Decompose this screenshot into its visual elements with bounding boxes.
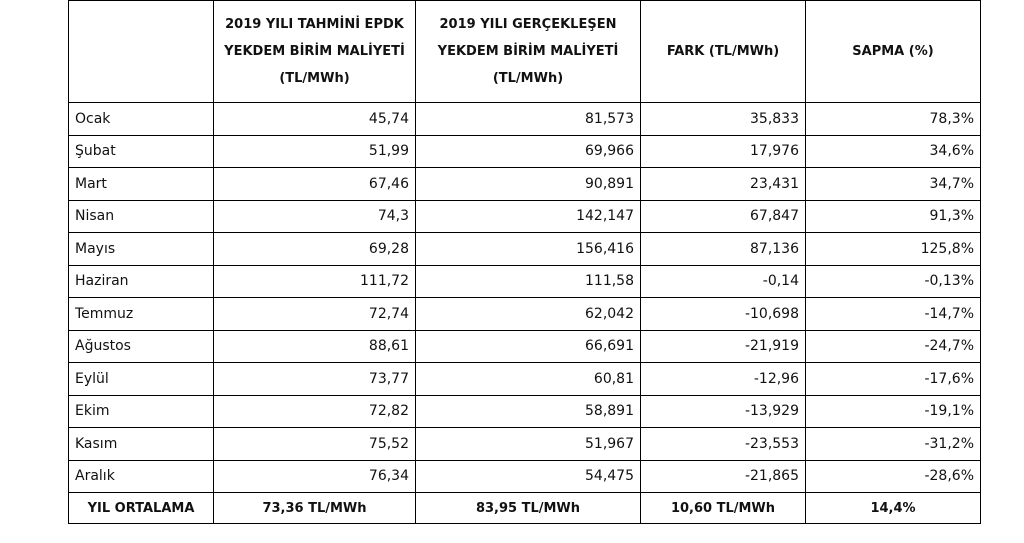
value-cell: 88,61 [213,329,416,363]
value-cell: 72,74 [213,297,416,331]
value-cell: 23,431 [640,167,806,201]
value-cell: 111,72 [213,264,416,298]
value-cell: -19,1% [805,394,981,428]
value-cell: 67,46 [213,167,416,201]
value-cell: 111,58 [415,264,641,298]
value-cell: 72,82 [213,394,416,428]
value-cell: 54,475 [415,459,641,493]
value-cell: 67,847 [640,199,806,233]
footer-cell: 10,60 TL/MWh [640,492,806,524]
value-cell: 69,966 [415,134,641,168]
header-line: YEKDEM BİRİM MALİYETİ [224,44,405,59]
data-row: Haziran 111,72 111,58 -0,14 -0,13% [68,264,981,298]
value-cell: 90,891 [415,167,641,201]
value-cell: -23,553 [640,427,806,461]
value-cell: 87,136 [640,232,806,266]
value-cell: -17,6% [805,362,981,396]
value-cell: 45,74 [213,102,416,136]
value-cell: 78,3% [805,102,981,136]
value-cell: 76,34 [213,459,416,493]
value-cell: -31,2% [805,427,981,461]
header-cell: 2019 YILI TAHMİNİ EPDK YEKDEM BİRİM MALİY… [213,0,416,103]
value-cell: 51,967 [415,427,641,461]
value-cell: 58,891 [415,394,641,428]
value-cell: -13,929 [640,394,806,428]
cost-table: 2019 YILI TAHMİNİ EPDK YEKDEM BİRİM MALİY… [68,0,981,524]
footer-row: YIL ORTALAMA 73,36 TL/MWh 83,95 TL/MWh 10,6… [68,492,981,524]
month-cell: Aralık [68,459,214,493]
month-cell: Temmuz [68,297,214,331]
header-line: (TL/MWh) [492,71,564,86]
data-row: Ekim 72,82 58,891 -13,929 -19,1% [68,394,981,428]
value-cell: 91,3% [805,199,981,233]
header-cell: SAPMA (%) [805,0,981,103]
month-cell: Şubat [68,134,214,168]
value-cell: -24,7% [805,329,981,363]
month-cell: Mayıs [68,232,214,266]
footer-cell: YIL ORTALAMA [68,492,214,524]
value-cell: 35,833 [640,102,806,136]
header-line: 2019 YILI TAHMİNİ EPDK [225,17,404,32]
value-cell: -0,13% [805,264,981,298]
value-cell: -12,96 [640,362,806,396]
value-cell: 74,3 [213,199,416,233]
header-line: SAPMA (%) [852,44,934,59]
value-cell: 62,042 [415,297,641,331]
value-cell: 51,99 [213,134,416,168]
month-cell: Ağustos [68,329,214,363]
footer-cell: 83,95 TL/MWh [415,492,641,524]
data-row: Temmuz 72,74 62,042 -10,698 -14,7% [68,297,981,331]
value-cell: 125,8% [805,232,981,266]
footer-cell: 73,36 TL/MWh [213,492,416,524]
data-row: Eylül 73,77 60,81 -12,96 -17,6% [68,362,981,396]
value-cell: -21,919 [640,329,806,363]
value-cell: 73,77 [213,362,416,396]
month-cell: Eylül [68,362,214,396]
data-row: Kasım 75,52 51,967 -23,553 -31,2% [68,427,981,461]
month-cell: Kasım [68,427,214,461]
data-row: Mart 67,46 90,891 23,431 34,7% [68,167,981,201]
data-row: Ağustos 88,61 66,691 -21,919 -24,7% [68,329,981,363]
value-cell: -0,14 [640,264,806,298]
data-row: Şubat 51,99 69,966 17,976 34,6% [68,134,981,168]
value-cell: 66,691 [415,329,641,363]
data-row: Nisan 74,3 142,147 67,847 91,3% [68,199,981,233]
month-cell: Ocak [68,102,214,136]
month-cell: Mart [68,167,214,201]
value-cell: 60,81 [415,362,641,396]
value-cell: 17,976 [640,134,806,168]
header-line: (TL/MWh) [279,71,350,86]
value-cell: -28,6% [805,459,981,493]
value-cell: 81,573 [415,102,641,136]
month-cell: Haziran [68,264,214,298]
value-cell: -14,7% [805,297,981,331]
header-row: 2019 YILI TAHMİNİ EPDK YEKDEM BİRİM MALİY… [68,0,981,103]
footer-cell: 14,4% [805,492,981,524]
table-wrap: 2019 YILI TAHMİNİ EPDK YEKDEM BİRİM MALİY… [68,0,981,524]
data-row: Mayıs 69,28 156,416 87,136 125,8% [68,232,981,266]
header-cell [68,0,214,103]
header-line: FARK (TL/MWh) [666,44,780,59]
value-cell: 142,147 [415,199,641,233]
month-cell: Ekim [68,394,214,428]
data-row: Ocak 45,74 81,573 35,833 78,3% [68,102,981,136]
header-cell: 2019 YILI GERÇEKLEŞEN YEKDEM BİRİM MALİYE… [415,0,641,103]
value-cell: 34,7% [805,167,981,201]
value-cell: 156,416 [415,232,641,266]
header-line: 2019 YILI GERÇEKLEŞEN [439,17,617,32]
data-row: Aralık 76,34 54,475 -21,865 -28,6% [68,459,981,493]
value-cell: -10,698 [640,297,806,331]
header-line: YEKDEM BİRİM MALİYETİ [437,44,619,59]
header-cell: FARK (TL/MWh) [640,0,806,103]
value-cell: 34,6% [805,134,981,168]
value-cell: -21,865 [640,459,806,493]
table-body: 2019 YILI TAHMİNİ EPDK YEKDEM BİRİM MALİY… [68,0,981,524]
month-cell: Nisan [68,199,214,233]
value-cell: 69,28 [213,232,416,266]
value-cell: 75,52 [213,427,416,461]
